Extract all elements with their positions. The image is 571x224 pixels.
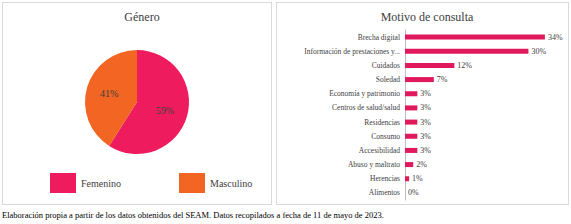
svg-text:0%: 0% — [408, 188, 419, 197]
svg-text:34%: 34% — [548, 33, 563, 42]
svg-text:Masculino: Masculino — [210, 178, 252, 189]
svg-text:Alimentos: Alimentos — [369, 188, 400, 197]
svg-text:3%: 3% — [420, 118, 431, 127]
svg-text:Género: Género — [124, 10, 159, 24]
svg-text:Brecha digital: Brecha digital — [358, 33, 400, 42]
svg-text:30%: 30% — [531, 47, 546, 56]
svg-text:3%: 3% — [420, 103, 431, 112]
svg-text:Residencias: Residencias — [364, 118, 400, 127]
svg-text:7%: 7% — [437, 75, 448, 84]
svg-text:41%: 41% — [100, 88, 118, 99]
svg-text:12%: 12% — [457, 61, 472, 70]
svg-text:Economía y patrimonio: Economía y patrimonio — [329, 89, 400, 98]
svg-text:2%: 2% — [416, 160, 427, 169]
svg-text:Información de prestaciones y.: Información de prestaciones y... — [304, 47, 400, 56]
svg-text:3%: 3% — [420, 132, 431, 141]
svg-text:Abuso y maltrato: Abuso y maltrato — [348, 160, 400, 169]
svg-text:Accesibilidad: Accesibilidad — [359, 146, 400, 155]
svg-text:Soledad: Soledad — [376, 75, 400, 84]
html-text:Elaboración propia a partir de: Elaboración propia a partir de los datos… — [2, 210, 384, 220]
svg-text:59%: 59% — [156, 105, 174, 116]
svg-text:3%: 3% — [420, 89, 431, 98]
svg-text:Motivo de consulta: Motivo de consulta — [381, 10, 474, 24]
svg-text:1%: 1% — [412, 174, 423, 183]
svg-text:3%: 3% — [420, 146, 431, 155]
svg-text:Consumo: Consumo — [371, 132, 400, 141]
svg-text:Herencias: Herencias — [370, 174, 400, 183]
svg-text:Centros de salud/salud: Centros de salud/salud — [332, 103, 400, 112]
svg-text:Femenino: Femenino — [81, 178, 121, 189]
svg-text:Cuidados: Cuidados — [372, 61, 400, 70]
